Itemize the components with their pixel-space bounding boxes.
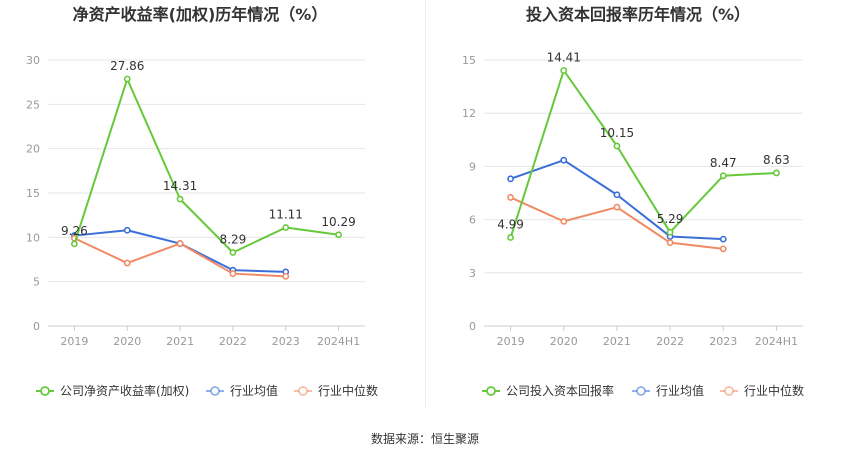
roic-chart: 投入资本回报率历年情况（%） 0 3 6 9 12 15 2019 2020 2021 2022 20… bbox=[462, 5, 804, 398]
data-label: 8.63 bbox=[763, 153, 790, 167]
legend-label: 行业中位数 bbox=[318, 383, 378, 398]
data-point bbox=[176, 195, 184, 203]
series-line bbox=[74, 229, 286, 273]
roe-chart: 净资产收益率(加权)历年情况（%） 0 5 10 15 20 25 30 2019 2020 202… bbox=[26, 5, 378, 398]
y-tick-label: 6 bbox=[469, 214, 476, 227]
data-label: 27.86 bbox=[110, 59, 144, 73]
data-point bbox=[507, 194, 514, 201]
data-point bbox=[666, 228, 674, 236]
data-point bbox=[123, 226, 131, 234]
chart-title: 净资产收益率(加权)历年情况（%） bbox=[73, 5, 328, 24]
legend-swatch-marker bbox=[40, 386, 50, 396]
panel-divider bbox=[425, 0, 426, 408]
data-point bbox=[507, 234, 514, 241]
legend-label: 公司净资产收益率(加权) bbox=[60, 383, 189, 398]
chart-title: 投入资本回报率历年情况（%） bbox=[526, 5, 750, 24]
data-label: 10.15 bbox=[600, 126, 634, 140]
series-line bbox=[73, 77, 339, 254]
legend-item: 行业中位数 bbox=[720, 383, 804, 398]
legend-item: 行业中位数 bbox=[294, 383, 378, 398]
y-tick-label: 30 bbox=[26, 54, 40, 67]
data-point bbox=[613, 203, 621, 211]
y-tick-label: 0 bbox=[469, 320, 476, 333]
x-tick-label: 2024H1 bbox=[755, 335, 798, 348]
data-point bbox=[282, 272, 290, 280]
data-label: 8.47 bbox=[710, 156, 737, 170]
data-point bbox=[719, 235, 727, 243]
data-point bbox=[123, 259, 131, 267]
y-tick-label: 25 bbox=[26, 98, 40, 111]
data-point bbox=[560, 67, 568, 74]
source-label: 数据来源： bbox=[370, 432, 431, 446]
data-point bbox=[335, 231, 342, 239]
data-label: 5.29 bbox=[657, 212, 684, 226]
data-label: 11.11 bbox=[269, 207, 303, 221]
data-label: 14.41 bbox=[547, 50, 581, 64]
x-tick-label: 2020 bbox=[550, 335, 578, 348]
series-line bbox=[509, 69, 777, 238]
legend-swatch-marker bbox=[486, 386, 496, 396]
y-tick-label: 9 bbox=[469, 160, 476, 173]
x-tick-label: 2020 bbox=[113, 335, 141, 348]
x-tick-label: 2024H1 bbox=[317, 335, 360, 348]
x-tick-label: 2023 bbox=[709, 335, 737, 348]
data-point bbox=[719, 172, 727, 180]
data-point bbox=[560, 217, 568, 225]
legend-item: 公司投入资本回报率 bbox=[482, 383, 614, 398]
x-tick-label: 2022 bbox=[656, 335, 684, 348]
data-point bbox=[613, 142, 621, 150]
legend-swatch-marker bbox=[724, 386, 734, 396]
y-tick-label: 5 bbox=[33, 276, 40, 289]
data-point bbox=[229, 270, 237, 278]
legend-label: 行业中位数 bbox=[744, 383, 804, 398]
y-tick-label: 20 bbox=[26, 143, 40, 156]
legend-item: 公司净资产收益率(加权) bbox=[36, 383, 189, 398]
data-point bbox=[282, 224, 290, 231]
y-tick-label: 12 bbox=[462, 107, 476, 120]
x-tick-label: 2021 bbox=[166, 335, 194, 348]
legend-label: 公司投入资本回报率 bbox=[506, 383, 614, 398]
y-tick-label: 3 bbox=[469, 267, 476, 280]
legend-swatch-marker bbox=[298, 386, 308, 396]
data-point bbox=[773, 169, 780, 177]
y-tick-label: 15 bbox=[462, 54, 476, 67]
x-tick-label: 2019 bbox=[60, 335, 88, 348]
series-line bbox=[510, 159, 724, 241]
x-tick-label: 2021 bbox=[603, 335, 631, 348]
legend-label: 行业均值 bbox=[656, 383, 704, 398]
x-tick-label: 2023 bbox=[272, 335, 300, 348]
data-point bbox=[560, 156, 568, 164]
y-tick-label: 0 bbox=[33, 320, 40, 333]
data-label: 4.99 bbox=[497, 218, 524, 232]
data-point bbox=[666, 239, 674, 247]
data-source: 数据来源：恒生聚源 bbox=[0, 430, 850, 447]
data-point bbox=[176, 240, 184, 247]
source-name: 恒生聚源 bbox=[431, 432, 480, 446]
data-point bbox=[123, 75, 131, 83]
legend-item: 行业均值 bbox=[206, 383, 278, 398]
x-tick-label: 2019 bbox=[497, 335, 525, 348]
data-label: 8.29 bbox=[220, 232, 247, 246]
data-label: 14.31 bbox=[163, 179, 197, 193]
legend-item: 行业均值 bbox=[632, 383, 704, 398]
y-tick-label: 15 bbox=[26, 187, 40, 200]
data-point bbox=[71, 240, 78, 248]
data-label: 9.26 bbox=[61, 224, 88, 238]
legend-swatch-marker bbox=[210, 386, 220, 396]
data-point bbox=[229, 249, 237, 256]
x-tick-label: 2022 bbox=[219, 335, 247, 348]
data-point bbox=[613, 191, 621, 199]
y-tick-label: 10 bbox=[26, 231, 40, 244]
data-label: 10.29 bbox=[321, 215, 355, 229]
legend-swatch-marker bbox=[636, 386, 646, 396]
data-point bbox=[719, 245, 727, 253]
legend-label: 行业均值 bbox=[230, 383, 278, 398]
data-point bbox=[507, 175, 514, 183]
